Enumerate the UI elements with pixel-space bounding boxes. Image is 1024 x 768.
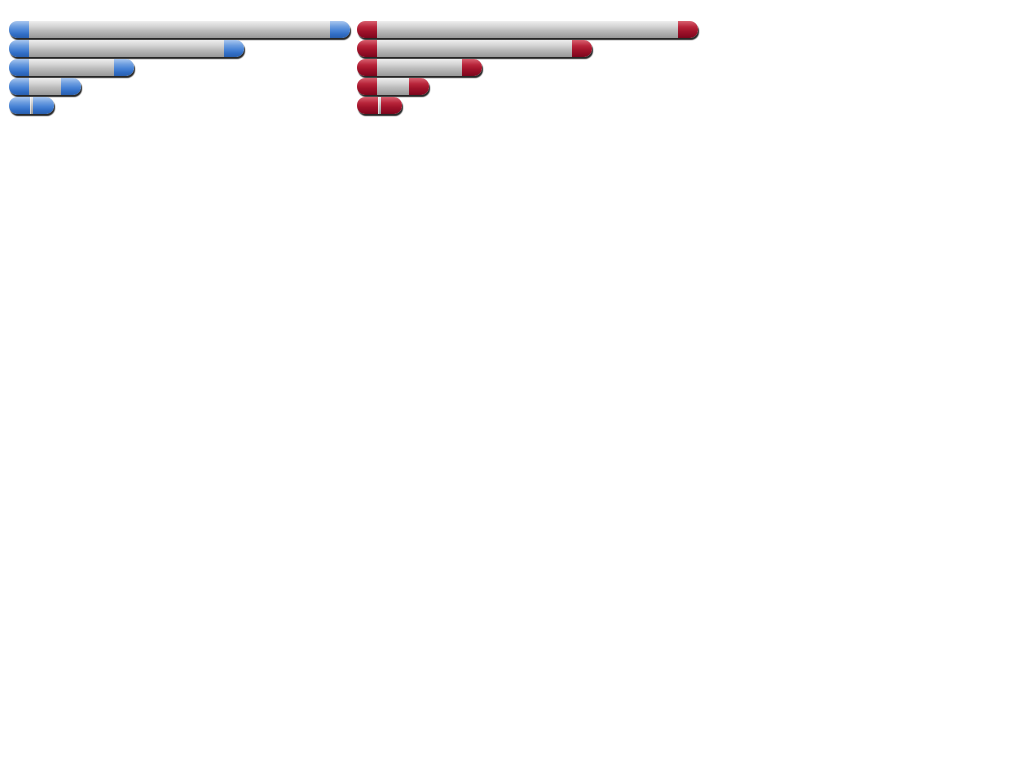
red-scrollbar-lg[interactable] [357, 40, 592, 57]
blue-scrollbar-md[interactable] [9, 59, 134, 76]
scroll-left-button[interactable] [357, 40, 377, 57]
blue-scrollbar-xs[interactable] [9, 97, 54, 114]
blue-scrollbar-group [9, 21, 350, 116]
red-scrollbar-xl[interactable] [357, 21, 698, 38]
scroll-right-button[interactable] [330, 21, 350, 38]
blue-scrollbar-lg[interactable] [9, 40, 244, 57]
scroll-left-button[interactable] [9, 40, 29, 57]
red-scrollbar-md[interactable] [357, 59, 482, 76]
scroll-left-button[interactable] [357, 59, 377, 76]
red-scrollbar-group [357, 21, 698, 116]
scroll-right-button[interactable] [61, 78, 81, 95]
scroll-right-button[interactable] [462, 59, 482, 76]
scroll-right-button[interactable] [678, 21, 698, 38]
scroll-left-button[interactable] [357, 21, 377, 38]
blue-scrollbar-xl[interactable] [9, 21, 350, 38]
scroll-right-button[interactable] [33, 97, 54, 114]
scroll-right-button[interactable] [572, 40, 592, 57]
red-scrollbar-sm[interactable] [357, 78, 429, 95]
scroll-right-button[interactable] [409, 78, 429, 95]
scroll-left-button[interactable] [357, 78, 377, 95]
scroll-left-button[interactable] [9, 78, 29, 95]
scroll-right-button[interactable] [114, 59, 134, 76]
scroll-left-button[interactable] [357, 97, 378, 114]
red-scrollbar-xs[interactable] [357, 97, 402, 114]
blue-scrollbar-sm[interactable] [9, 78, 81, 95]
scroll-left-button[interactable] [9, 97, 30, 114]
scroll-left-button[interactable] [9, 59, 29, 76]
scroll-left-button[interactable] [9, 21, 29, 38]
scroll-right-button[interactable] [381, 97, 402, 114]
scroll-right-button[interactable] [224, 40, 244, 57]
